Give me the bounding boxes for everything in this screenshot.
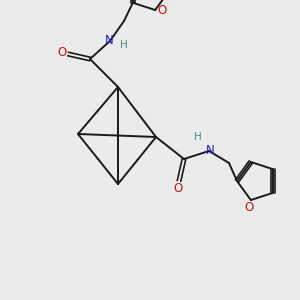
Text: O: O: [173, 182, 183, 194]
Text: H: H: [194, 132, 202, 142]
Text: O: O: [244, 200, 254, 214]
Text: H: H: [120, 40, 128, 50]
Text: O: O: [158, 4, 167, 16]
Text: O: O: [57, 46, 67, 59]
Text: N: N: [105, 34, 113, 46]
Text: N: N: [206, 143, 214, 157]
